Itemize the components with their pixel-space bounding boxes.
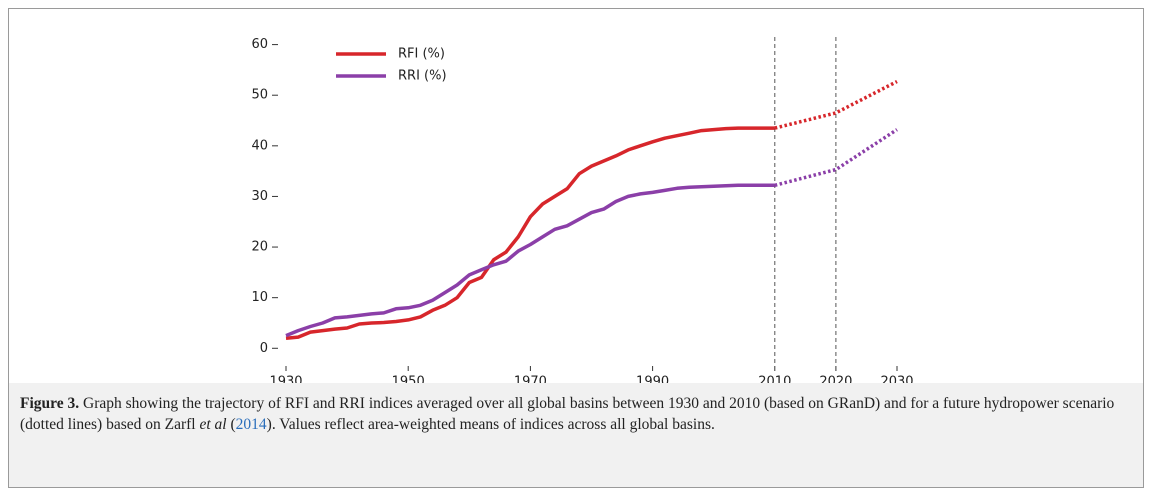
x-tick-label: 1950 bbox=[392, 375, 425, 384]
y-tick-label: 10 bbox=[251, 290, 268, 305]
caption-label: Figure 3. bbox=[20, 395, 80, 412]
y-tick-label: 30 bbox=[251, 189, 268, 204]
y-tick-label: 40 bbox=[251, 138, 268, 153]
x-tick-label: 2030 bbox=[880, 375, 913, 384]
caption-text: . Values reflect area-weighted means of … bbox=[271, 416, 715, 433]
caption-text: Graph showing the trajectory of RFI and … bbox=[20, 395, 1115, 433]
x-tick-label: 1970 bbox=[514, 375, 547, 384]
caption-italic: et al bbox=[199, 416, 227, 433]
caption: Figure 3. Graph showing the trajectory o… bbox=[9, 383, 1143, 487]
series-line bbox=[774, 79, 898, 130]
y-tick-label: 20 bbox=[251, 240, 268, 255]
y-tick-label: 50 bbox=[251, 88, 268, 103]
y-tick-label: 60 bbox=[251, 37, 268, 52]
y-tick-label: 0 bbox=[260, 341, 268, 356]
series-line bbox=[285, 126, 775, 340]
x-tick-label: 2010 bbox=[758, 375, 791, 384]
legend-label: RFI (%) bbox=[398, 47, 445, 62]
figure: 0 10 20 30 40 50 60 1930 1950 1970 1990 2010 2020 203… bbox=[8, 8, 1144, 488]
x-tick-label: 1930 bbox=[269, 375, 302, 384]
series-line bbox=[774, 128, 898, 187]
caption-citation[interactable]: 2014 bbox=[235, 416, 267, 433]
series-line bbox=[285, 183, 775, 338]
x-tick-label: 1990 bbox=[636, 375, 669, 384]
x-tick-label: 2020 bbox=[819, 375, 852, 384]
legend-label: RRI (%) bbox=[398, 69, 447, 84]
